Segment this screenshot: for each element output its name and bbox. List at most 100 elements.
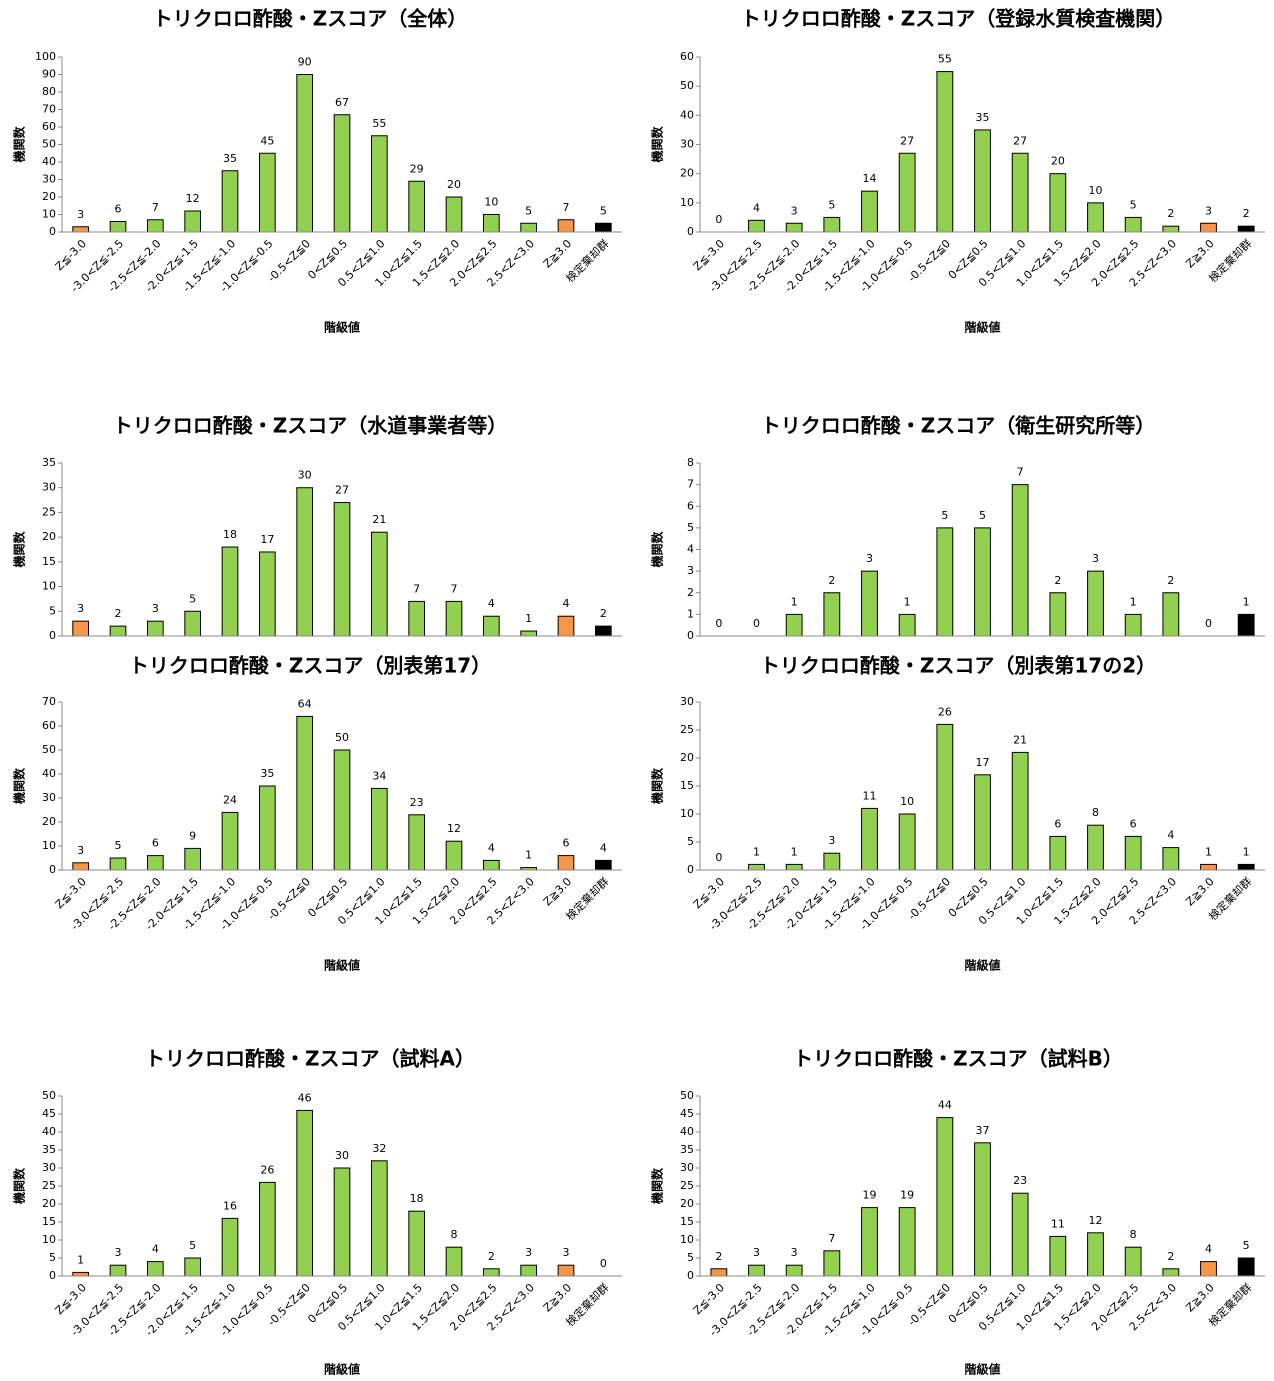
bar (333, 1167, 351, 1277)
bar (296, 715, 314, 871)
x-tick-label: Z≧3.0 (1183, 1281, 1216, 1314)
data-label: 5 (189, 1239, 196, 1252)
bar (594, 859, 612, 871)
x-axis-title: 階級値 (324, 320, 360, 335)
y-tick-label: 10 (680, 1233, 694, 1246)
data-label: 6 (1054, 817, 1061, 830)
data-label: 11 (863, 789, 877, 802)
data-label: 46 (298, 1091, 312, 1104)
y-axis-title: 機関数 (650, 767, 665, 804)
bar (482, 615, 500, 637)
y-tick-label: 8 (687, 456, 694, 469)
y-tick-label: 30 (42, 1161, 56, 1174)
data-label: 18 (223, 528, 237, 541)
bar (785, 1264, 803, 1277)
data-label: 4 (753, 201, 760, 214)
y-tick-label: 40 (680, 1125, 694, 1138)
data-label: 6 (563, 837, 570, 850)
bar (1237, 863, 1255, 871)
y-tick-label: 5 (687, 835, 694, 848)
bar (296, 1109, 314, 1277)
y-tick-label: 0 (687, 629, 694, 642)
data-label: 8 (1130, 1228, 1137, 1241)
data-label: 5 (1130, 198, 1137, 211)
bar (936, 527, 954, 637)
y-tick-label: 30 (42, 173, 56, 186)
bar (557, 615, 575, 637)
data-label: 19 (900, 1189, 914, 1202)
y-tick-label: 25 (42, 1179, 56, 1192)
y-tick-label: 80 (42, 85, 56, 98)
data-label: 44 (938, 1099, 952, 1112)
data-label: 1 (791, 845, 798, 858)
data-label: 1 (1130, 595, 1137, 608)
data-label: 20 (1051, 155, 1065, 168)
bar (861, 190, 878, 233)
bar (445, 1246, 463, 1277)
bar (258, 785, 276, 871)
data-label: 7 (152, 201, 159, 214)
data-label: 18 (410, 1192, 424, 1205)
bar (861, 807, 878, 871)
bar (520, 222, 538, 233)
bar (1011, 751, 1029, 871)
bar (1162, 1268, 1180, 1277)
y-tick-label: 50 (42, 1089, 56, 1102)
y-tick-label: 50 (42, 743, 56, 756)
data-label: 2 (115, 607, 122, 620)
bar (748, 1264, 765, 1277)
bar (482, 1268, 500, 1277)
bar (1124, 835, 1142, 871)
bar (109, 625, 127, 637)
bar (1049, 173, 1067, 233)
bar (1011, 484, 1029, 637)
data-label: 0 (753, 617, 760, 630)
data-label: 4 (1205, 1243, 1212, 1256)
data-label: 24 (223, 793, 237, 806)
bar (1237, 225, 1255, 233)
bar (557, 1264, 575, 1277)
bar (1011, 152, 1029, 233)
y-tick-label: 10 (42, 839, 56, 852)
data-label: 2 (600, 607, 607, 620)
data-label: 2 (1167, 574, 1174, 587)
bar (333, 749, 351, 871)
y-tick-label: 35 (42, 1143, 56, 1156)
bar (445, 840, 463, 871)
data-label: 2 (1167, 207, 1174, 220)
y-tick-label: 15 (42, 555, 56, 568)
y-tick-label: 25 (680, 1179, 694, 1192)
y-axis-title: 機関数 (12, 126, 27, 163)
bar (1200, 222, 1217, 233)
data-label: 1 (791, 595, 798, 608)
data-label: 45 (260, 134, 274, 147)
x-axis-title: 階級値 (324, 1362, 360, 1377)
data-label: 3 (563, 1246, 570, 1259)
y-tick-label: 35 (680, 1143, 694, 1156)
y-tick-label: 10 (42, 208, 56, 221)
data-label: 3 (791, 204, 798, 217)
bar (482, 859, 500, 871)
bar (445, 196, 463, 233)
bar (258, 551, 276, 637)
data-label: 6 (152, 837, 159, 850)
y-tick-label: 5 (687, 521, 694, 534)
y-tick-label: 20 (42, 1197, 56, 1210)
bar (823, 852, 841, 871)
data-label: 12 (1089, 1214, 1103, 1227)
y-axis-title: 機関数 (12, 531, 27, 568)
bar (258, 152, 276, 233)
data-label: 37 (976, 1124, 990, 1137)
bar (146, 855, 164, 871)
data-label: 5 (1243, 1239, 1250, 1252)
y-tick-label: 45 (680, 1107, 694, 1120)
y-tick-label: 0 (49, 863, 56, 876)
bar (1162, 847, 1180, 871)
data-label: 2 (1054, 574, 1061, 587)
data-label: 1 (525, 849, 532, 862)
y-tick-label: 20 (42, 815, 56, 828)
data-label: 35 (976, 111, 990, 124)
x-tick-label: Z≧3.0 (541, 875, 574, 908)
y-tick-label: 0 (687, 225, 694, 238)
y-tick-label: 30 (680, 695, 694, 708)
